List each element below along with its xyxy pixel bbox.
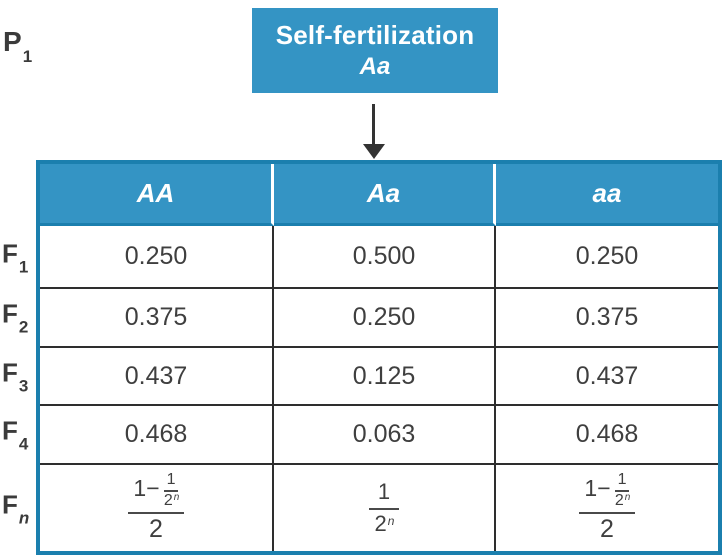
down-arrow-icon [372,104,375,146]
fn-formula-aa: 1− 1 2n 2 [579,472,635,544]
cell-fn-Aa: 1 2n [274,463,496,551]
cell-f4-AA: 0.468 [40,404,274,463]
fn-formula-Aa: 1 2n [368,480,400,535]
cell-f2-AA: 0.375 [40,287,274,346]
row-label-f3: F3 [2,357,29,396]
cell-fn-aa: 1− 1 2n 2 [496,463,718,551]
row-label-f1: F1 [2,238,29,277]
cell-f2-Aa: 0.250 [274,287,496,346]
cell-f1-AA: 0.250 [40,226,274,287]
fn-formula-AA: 1− 1 2n 2 [128,472,184,544]
column-header-AA: AA [40,164,274,226]
p1-generation-label: P1 [3,26,33,66]
genotype-frequency-table: AA Aa aa 0.250 0.500 0.250 0.375 0.250 0… [36,160,722,555]
cell-f1-aa: 0.250 [496,226,718,287]
column-header-Aa: Aa [274,164,496,226]
row-label-fn: Fn [2,489,30,528]
cell-f3-Aa: 0.125 [274,346,496,404]
p1-letter: P [3,26,22,57]
box-genotype: Aa [359,53,391,80]
cell-fn-AA: 1− 1 2n 2 [40,463,274,551]
cell-f3-AA: 0.437 [40,346,274,404]
cell-f3-aa: 0.437 [496,346,718,404]
cell-f4-aa: 0.468 [496,404,718,463]
down-arrowhead-icon [363,144,385,159]
self-fertilization-box: Self-fertilization Aa [252,8,498,93]
cell-f1-Aa: 0.500 [274,226,496,287]
row-label-f4: F4 [2,415,29,454]
p1-subscript: 1 [22,46,33,66]
column-header-aa: aa [496,164,718,226]
box-title: Self-fertilization [275,20,475,50]
cell-f2-aa: 0.375 [496,287,718,346]
row-label-f2: F2 [2,298,29,337]
cell-f4-Aa: 0.063 [274,404,496,463]
